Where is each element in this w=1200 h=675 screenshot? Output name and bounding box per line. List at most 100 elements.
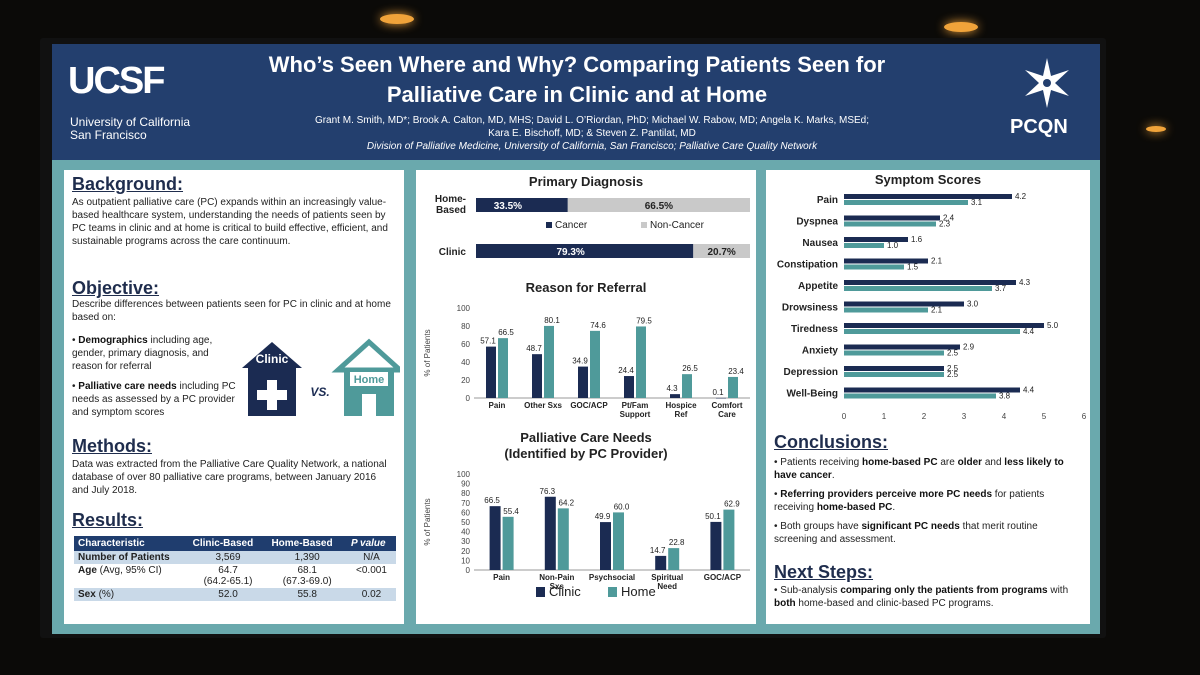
symptom-category-label: Appetite [798, 281, 838, 292]
symptom-category-label: Tiredness [791, 324, 838, 335]
bar-data-label: 66.5 [498, 328, 514, 337]
diagnosis-data-label: 66.5% [645, 201, 673, 212]
bar [723, 509, 735, 570]
bar-data-label: 2.3 [939, 220, 951, 229]
bar-data-label: 55.4 [503, 507, 519, 516]
bar-data-label: 1.0 [887, 241, 899, 250]
bar-data-label: 3.1 [971, 198, 983, 207]
symptom-category-label: Depression [784, 367, 838, 378]
bar [844, 366, 944, 371]
y-tick-label: 40 [461, 528, 470, 537]
poster-title: Who’s Seen Where and Why? Comparing Pati… [268, 52, 886, 107]
reason-for-referral-chart: % of Patients 0 20 40 60 80 100 57.166.5 Pain 48.… [423, 304, 750, 419]
bar [844, 372, 944, 377]
bar [498, 338, 508, 398]
bar [544, 496, 556, 570]
diagnosis-data-label: 20.7% [707, 247, 735, 258]
x-tick-label: 4 [1002, 412, 1007, 421]
ucsf-logo: UCSF [68, 60, 165, 102]
bar [600, 522, 611, 570]
bar-data-label: 3.7 [995, 284, 1007, 293]
bar-data-label: 3.0 [967, 300, 979, 309]
diagnosis-data-label: 79.3% [556, 247, 584, 258]
x-category-label: GOC/ACP [704, 573, 742, 582]
results-table: Characteristic Clinic-Based Home-Based P… [74, 536, 396, 601]
conclusion-bullet: • Patients receiving home-based PC are o… [774, 457, 1064, 481]
x-category-label: Psychsocial [589, 573, 635, 582]
y-tick-label: 80 [461, 322, 470, 331]
y-axis-label: % of Patients [423, 498, 432, 545]
bar-data-label: 2.5 [947, 364, 959, 373]
bar [655, 555, 667, 570]
x-tick-label: 0 [842, 412, 847, 421]
y-tick-label: 100 [457, 470, 471, 479]
bar-data-label: 4.3 [666, 384, 678, 393]
y-tick-label: 40 [461, 358, 470, 367]
bar [557, 508, 569, 570]
x-category-label: Other Sxs [524, 401, 562, 410]
y-tick-label: 70 [461, 499, 470, 508]
x-category-label: Hospice [665, 401, 697, 410]
left-panel: Background: As outpatient palliative car… [64, 170, 404, 624]
diagnosis-bar-segment [567, 198, 750, 212]
bar [532, 354, 542, 398]
bar [716, 397, 726, 399]
bar-data-label: 26.5 [682, 364, 698, 373]
table-row: Number of Patients 3,569 1,390 N/A [74, 551, 396, 564]
bar-data-label: 4.4 [1023, 386, 1035, 395]
ceiling-light [380, 14, 414, 24]
legend-swatch [608, 587, 617, 597]
poster: UCSF University of California San Franci… [52, 44, 1100, 634]
x-tick-label: 5 [1042, 412, 1047, 421]
legend-label: Non-Cancer [650, 220, 705, 231]
legend-label: Home [621, 584, 656, 599]
methods-title: Methods: [72, 436, 152, 456]
bar [710, 521, 722, 570]
x-category-label: Non-Pain [539, 573, 574, 582]
ceiling-light [1146, 126, 1166, 132]
legend-swatch [641, 222, 647, 228]
diagnosis-bar-segment [693, 244, 750, 258]
bar [502, 516, 514, 570]
next-steps-title: Next Steps: [774, 562, 874, 582]
clinic-home-graphic: Clinic VS. Home [242, 338, 400, 416]
pc-needs-title: Palliative Care Needs (Identified by PC … [504, 430, 668, 461]
bar-data-label: 24.4 [618, 366, 634, 375]
x-tick-label: 6 [1082, 412, 1087, 421]
bar-data-label: 2.4 [943, 214, 955, 223]
primary-diagnosis-chart: Home-Based 33.5% 66.5% Clinic 79.3% 20.7% Canc… [435, 194, 750, 258]
bar-data-label: 23.4 [728, 367, 744, 376]
bar [682, 374, 692, 398]
primary-diagnosis-title: Primary Diagnosis [528, 174, 644, 189]
background-text: As outpatient palliative care (PC) expan… [72, 197, 388, 247]
home-house-icon: Home [331, 338, 400, 416]
y-tick-label: 80 [461, 489, 470, 498]
x-tick-label: 1 [882, 412, 887, 421]
y-tick-label: 50 [461, 518, 470, 527]
bar [578, 366, 588, 398]
bar-data-label: 4.4 [1023, 327, 1035, 336]
bar-data-label: 1.5 [907, 263, 919, 272]
bar-data-label: 0.1 [712, 388, 724, 397]
y-axis-label: % of Patients [423, 329, 432, 376]
x-category-label: Comfort [711, 401, 742, 410]
diagnosis-category-label: Clinic [439, 247, 467, 258]
bar [544, 325, 554, 398]
conclusion-bullet: • Both groups have significant PC needs … [774, 521, 1038, 545]
ucsf-subtitle: University of California San Francisco [70, 115, 191, 142]
symptom-scores-title: Symptom Scores [874, 172, 982, 187]
symptom-category-label: Well-Being [787, 389, 838, 400]
bar [844, 323, 1044, 328]
y-tick-label: 0 [466, 394, 471, 403]
vs-label: VS. [310, 385, 329, 399]
symptom-category-label: Drowsiness [782, 303, 839, 314]
bar-data-label: 76.3 [540, 487, 556, 496]
y-tick-label: 90 [461, 480, 470, 489]
bar-data-label: 62.9 [724, 500, 740, 509]
x-category-label: Pain [493, 573, 510, 582]
bar [844, 350, 944, 356]
bar-data-label: 57.1 [480, 337, 496, 346]
results-title: Results: [72, 510, 144, 530]
bar-data-label: 34.9 [572, 357, 588, 366]
bar [844, 329, 1020, 334]
